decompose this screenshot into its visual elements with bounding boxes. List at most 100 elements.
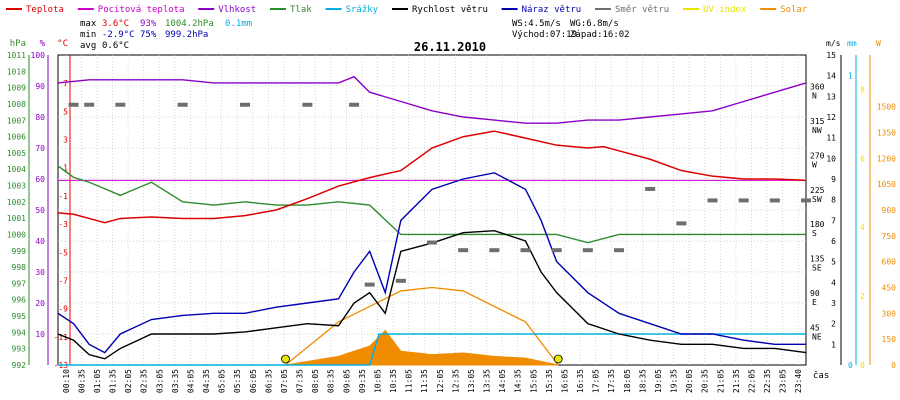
x-tick-label: 17:35 bbox=[607, 369, 616, 393]
dir-axis-name: NE bbox=[812, 333, 822, 342]
x-tick-label: 04:05 bbox=[186, 369, 195, 393]
series-pressure bbox=[57, 165, 806, 244]
w-axis-tick: 1500 bbox=[877, 103, 896, 112]
dir-axis-tick: 180 bbox=[810, 220, 825, 229]
x-tick-label: 05:05 bbox=[218, 369, 227, 393]
hpa-axis-tick: 1000 bbox=[7, 230, 26, 239]
ms-axis-tick: 12 bbox=[826, 113, 836, 122]
legend-label: Náraz větru bbox=[522, 5, 582, 15]
x-tick-label: 19:05 bbox=[654, 369, 663, 393]
wind-direction-mark bbox=[676, 221, 687, 226]
plot-area bbox=[57, 75, 811, 366]
wind-direction-mark bbox=[489, 248, 500, 253]
w-axis-tick: 750 bbox=[882, 232, 897, 241]
hpa-axis-tick: 1007 bbox=[7, 116, 26, 125]
series-solar bbox=[285, 329, 559, 366]
pct-axis-tick: 80 bbox=[35, 113, 45, 122]
dir-axis-name: SE bbox=[812, 264, 822, 273]
x-tick-label: 15:35 bbox=[545, 369, 554, 393]
x-axis: 00:10 00:35 01:05 01:35 02:05 02:35 03:05 03:35… bbox=[62, 369, 803, 393]
dir-axis-name: NW bbox=[812, 126, 822, 135]
legend-label: Srážky bbox=[346, 5, 379, 15]
x-tick-label: 18:35 bbox=[638, 369, 647, 393]
wind-speed-avg: WS:4.5m/s bbox=[512, 19, 561, 29]
w-axis-tick: 1050 bbox=[877, 180, 896, 189]
temp-axis-tick: -9 bbox=[58, 305, 68, 314]
ms-axis-tick: 5 bbox=[831, 258, 836, 267]
x-tick-label: 05:35 bbox=[233, 369, 242, 393]
stats-max-rain: 0.1mm bbox=[225, 19, 252, 29]
ms-axis-tick: 4 bbox=[831, 278, 836, 287]
series-rain bbox=[58, 333, 806, 366]
stats-max-label: max bbox=[80, 19, 97, 29]
hpa-axis-tick: 996 bbox=[12, 296, 27, 305]
uv-marker bbox=[553, 354, 563, 364]
x-tick-label: 09:35 bbox=[358, 369, 367, 393]
temp-axis-tick: 7 bbox=[63, 79, 68, 88]
legend-label: Pocitová teplota bbox=[98, 5, 185, 15]
x-tick-label: 01:05 bbox=[93, 369, 102, 393]
x-tick-label: 23:40 bbox=[794, 369, 803, 393]
stats-max-hum: 93% bbox=[140, 19, 157, 29]
x-tick-label: 06:05 bbox=[249, 369, 258, 393]
x-tick-label: 17:05 bbox=[592, 369, 601, 393]
pct-axis-label: % bbox=[40, 39, 46, 49]
wind-direction-mark bbox=[520, 248, 531, 253]
x-tick-label: 11:35 bbox=[420, 369, 429, 393]
x-tick-label: 18:05 bbox=[623, 369, 632, 393]
wind-direction-mark bbox=[115, 102, 126, 107]
x-tick-label: 20:05 bbox=[685, 369, 694, 393]
x-tick-label: 00:35 bbox=[77, 369, 86, 393]
temp-axis-tick: 5 bbox=[63, 107, 68, 116]
stats-avg-label: avg bbox=[80, 41, 96, 51]
ms-axis-tick: 3 bbox=[831, 299, 836, 308]
legend-label: Solar bbox=[780, 5, 808, 15]
dir-axis-tick: 225 bbox=[810, 186, 825, 195]
dir-axis-name: SW bbox=[812, 195, 822, 204]
x-tick-label: 23:05 bbox=[779, 369, 788, 393]
stats-min-press: 999.2hPa bbox=[165, 30, 208, 40]
x-tick-label: 07:35 bbox=[296, 369, 305, 393]
wind-direction-mark bbox=[395, 278, 406, 283]
temp-axis-tick: 3 bbox=[63, 136, 68, 145]
mm-axis-label: mm bbox=[847, 39, 857, 48]
temp-axis-tick: -11 bbox=[54, 333, 69, 342]
mm-axis-tick: 0 bbox=[848, 361, 853, 370]
series-gust bbox=[57, 172, 806, 354]
hpa-axis-tick: 993 bbox=[12, 345, 27, 354]
w-axis-label: W bbox=[876, 39, 881, 48]
w-axis-tick: 600 bbox=[882, 258, 897, 267]
uv-axis-tick: 8 bbox=[860, 85, 865, 94]
x-tick-label: 10:35 bbox=[389, 369, 398, 393]
hpa-axis-tick: 1003 bbox=[7, 182, 26, 191]
series-wind bbox=[57, 229, 807, 360]
dir-axis-name: N bbox=[812, 91, 817, 100]
ms-axis-tick: 9 bbox=[831, 175, 836, 184]
x-tick-label: 22:05 bbox=[747, 369, 756, 393]
ms-axis-tick: 8 bbox=[831, 196, 836, 205]
x-tick-label: 00:10 bbox=[62, 369, 71, 393]
temp-axis-tick: -7 bbox=[58, 276, 68, 285]
wind-direction-mark bbox=[614, 248, 624, 253]
sun-curve bbox=[285, 286, 559, 366]
w-axis-tick: 150 bbox=[882, 335, 897, 344]
x-tick-label: 19:35 bbox=[670, 369, 679, 393]
x-tick-label: 14:35 bbox=[514, 369, 523, 393]
temp-axis-tick: -5 bbox=[58, 248, 68, 257]
wind-direction-mark bbox=[582, 248, 593, 253]
sunrise-time: Východ:07:19 bbox=[512, 30, 577, 40]
x-tick-label: 16:05 bbox=[560, 369, 569, 393]
temp-axis-tick: 1 bbox=[63, 164, 68, 173]
stats-min-hum: 75% bbox=[140, 30, 157, 40]
hpa-axis-tick: 1011 bbox=[7, 51, 26, 60]
x-tick-label: 08:05 bbox=[311, 369, 320, 393]
x-tick-label: 11:05 bbox=[405, 369, 414, 393]
x-tick-label: 15:05 bbox=[529, 369, 538, 393]
hpa-axis-tick: 994 bbox=[12, 328, 27, 337]
temp-axis-label: °C bbox=[57, 39, 68, 49]
hpa-axis-tick: 1001 bbox=[7, 214, 26, 223]
x-axis-label: čas bbox=[813, 370, 829, 381]
wind-direction-mark bbox=[84, 102, 95, 107]
wind-direction-mark bbox=[551, 248, 562, 253]
